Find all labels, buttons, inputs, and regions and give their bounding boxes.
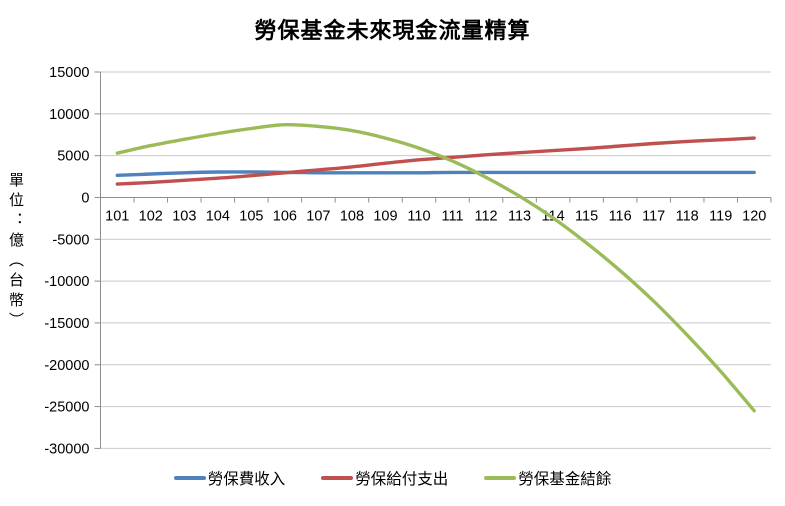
legend-item-0: 勞保費收入	[173, 467, 286, 489]
y-tick-label: 5000	[57, 149, 89, 165]
series-line-0	[115, 170, 756, 177]
x-tick-label: 118	[676, 208, 699, 224]
x-tick-label: 102	[139, 208, 163, 224]
x-tick-label: 106	[273, 208, 297, 224]
x-tick-label: 113	[508, 208, 531, 224]
x-tick-label: 116	[609, 208, 632, 224]
x-tick-label: 103	[172, 208, 196, 224]
legend-item-1: 勞保給付支出	[321, 467, 448, 489]
x-tick-label: 119	[709, 208, 732, 224]
y-tick-label: 15000	[49, 65, 89, 81]
x-tick-label: 120	[742, 208, 766, 224]
x-tick-label: 117	[642, 208, 665, 224]
x-tick-label: 111	[441, 208, 463, 224]
x-tick-label: 112	[474, 208, 497, 224]
y-axis-title: 單位：億（台幣）	[7, 172, 24, 332]
y-tick-label: 10000	[49, 107, 89, 123]
legend-label: 勞保費收入	[207, 471, 286, 488]
y-tick-label: 0	[81, 190, 89, 206]
chart-title: 勞保基金未來現金流量精算	[254, 18, 531, 43]
y-tick-label: -15000	[44, 316, 89, 332]
x-tick-label: 105	[239, 208, 263, 224]
series-line-2	[115, 122, 756, 413]
y-tick-label: -30000	[44, 441, 89, 457]
legend-swatch-icon	[484, 476, 517, 480]
x-tick-label: 108	[340, 208, 364, 224]
legend-label: 勞保基金結餘	[518, 471, 612, 488]
y-tick-label: -20000	[44, 358, 89, 374]
legend-label: 勞保給付支出	[355, 471, 449, 488]
x-tick-label: 104	[206, 208, 230, 224]
y-tick-label: -5000	[52, 232, 89, 248]
x-tick-label: 101	[105, 208, 129, 224]
x-tick-label: 109	[373, 208, 397, 224]
legend-item-2: 勞保基金結餘	[484, 467, 611, 489]
legend-swatch-icon	[321, 476, 354, 480]
plot-area: 15000 10000 5000 0 -5000 -10000 -15000 -20000 -2…	[44, 65, 772, 457]
x-tick-label: 107	[306, 208, 330, 224]
legend-swatch-icon	[173, 476, 206, 480]
x-tick-label: 110	[407, 208, 430, 224]
series-line-1	[115, 136, 756, 186]
y-tick-label: -10000	[44, 274, 89, 290]
x-tick-label: 115	[575, 208, 598, 224]
y-tick-label: -25000	[44, 400, 89, 416]
legend: 勞保費收入 勞保給付支出 勞保基金結餘	[0, 466, 785, 490]
